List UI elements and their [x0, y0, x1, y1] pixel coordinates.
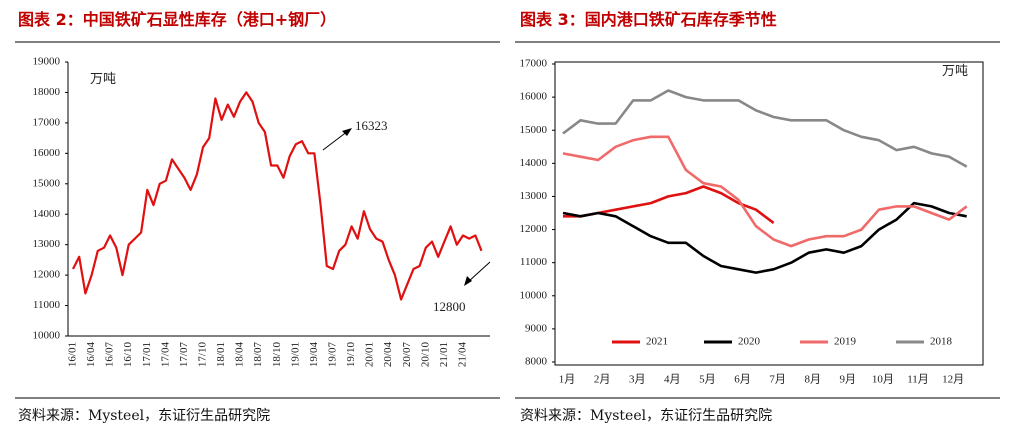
y-tick-label: 13000 [33, 238, 61, 250]
y-tick-label: 13000 [520, 190, 548, 202]
x-tick-label: 10月 [872, 374, 894, 386]
x-tick-label: 19/07 [327, 342, 339, 368]
x-tick-label: 18/07 [252, 342, 264, 368]
legend-label: 2018 [930, 336, 953, 348]
x-tick-label: 9月 [840, 374, 857, 386]
y-tick-label: 11000 [33, 299, 61, 311]
arrow [322, 130, 349, 151]
legend-label: 2020 [738, 336, 761, 348]
y-tick-label: 10000 [33, 330, 61, 342]
plot-frame [554, 61, 984, 366]
legend-label: 2019 [834, 336, 857, 348]
x-tick-label: 1月 [559, 374, 576, 386]
x-tick-label: 5月 [699, 374, 716, 386]
y-tick-label: 14000 [33, 208, 61, 220]
x-tick-label: 18/01 [215, 342, 227, 367]
x-tick-label: 16/01 [67, 342, 79, 367]
x-tick-label: 12月 [942, 374, 964, 386]
x-tick-label: 17/04 [159, 342, 171, 368]
arrow-head [464, 276, 472, 286]
y-tick-label: 11000 [520, 256, 548, 268]
series-line [72, 91, 483, 301]
x-tick-label: 18/10 [271, 342, 283, 368]
x-tick-label: 8月 [804, 374, 821, 386]
legend-label: 2021 [646, 336, 668, 348]
x-tick-label: 21/04 [457, 342, 469, 368]
annotation: 12800 [433, 299, 466, 314]
y-tick-label: 19000 [33, 56, 61, 68]
x-tick-label: 3月 [629, 374, 646, 386]
x-tick-label: 7月 [769, 374, 786, 386]
y-tick-label: 18000 [33, 86, 61, 98]
x-tick-label: 20/01 [364, 342, 376, 367]
series-line [562, 135, 968, 248]
chart-title: 图表 3：国内港口铁矿石库存季节性 [520, 10, 777, 29]
x-tick-label: 20/10 [419, 342, 431, 368]
annotation: 万吨 [942, 63, 968, 78]
series-line [562, 89, 968, 168]
y-tick-label: 9000 [525, 322, 548, 334]
x-tick-label: 19/01 [289, 342, 301, 367]
x-tick-label: 16/10 [122, 342, 134, 368]
y-tick-label: 15000 [33, 177, 61, 189]
source: 资料来源：Mysteel，东证衍生品研究院 [18, 408, 270, 424]
x-tick-label: 19/10 [345, 342, 357, 368]
x-tick-label: 20/07 [401, 342, 413, 368]
x-tick-label: 18/04 [234, 342, 246, 368]
x-tick-label: 6月 [734, 374, 751, 386]
x-tick-label: 2月 [594, 374, 611, 386]
y-tick-label: 16000 [520, 91, 548, 103]
y-tick-label: 15000 [520, 124, 548, 136]
x-tick-label: 17/10 [197, 342, 209, 368]
series-line [562, 201, 967, 274]
x-tick-label: 19/04 [308, 342, 320, 368]
x-tick-label: 21/01 [438, 342, 450, 367]
y-tick-label: 8000 [525, 356, 548, 368]
x-tick-label: 20/04 [382, 342, 394, 368]
y-tick-label: 17000 [33, 116, 61, 128]
annotation: 万吨 [90, 71, 116, 86]
x-tick-label: 17/01 [141, 342, 153, 367]
arrow-head [342, 128, 352, 136]
annotation: 16323 [355, 118, 388, 133]
chart-title: 图表 2：中国铁矿石显性库存（港口+钢厂） [18, 10, 336, 29]
arrow [467, 261, 491, 283]
x-tick-label: 16/04 [85, 342, 97, 368]
y-tick-label: 12000 [33, 269, 61, 281]
x-tick-label: 16/07 [104, 342, 116, 368]
y-tick-label: 12000 [520, 223, 548, 235]
y-tick-label: 10000 [520, 289, 548, 301]
source: 资料来源：Mysteel，东证衍生品研究院 [520, 408, 772, 424]
y-tick-label: 17000 [520, 58, 548, 70]
x-tick-label: 4月 [664, 374, 681, 386]
x-tick-label: 17/07 [178, 342, 190, 368]
y-tick-label: 14000 [520, 157, 548, 169]
y-tick-label: 16000 [33, 147, 61, 159]
x-tick-label: 11月 [907, 374, 929, 386]
